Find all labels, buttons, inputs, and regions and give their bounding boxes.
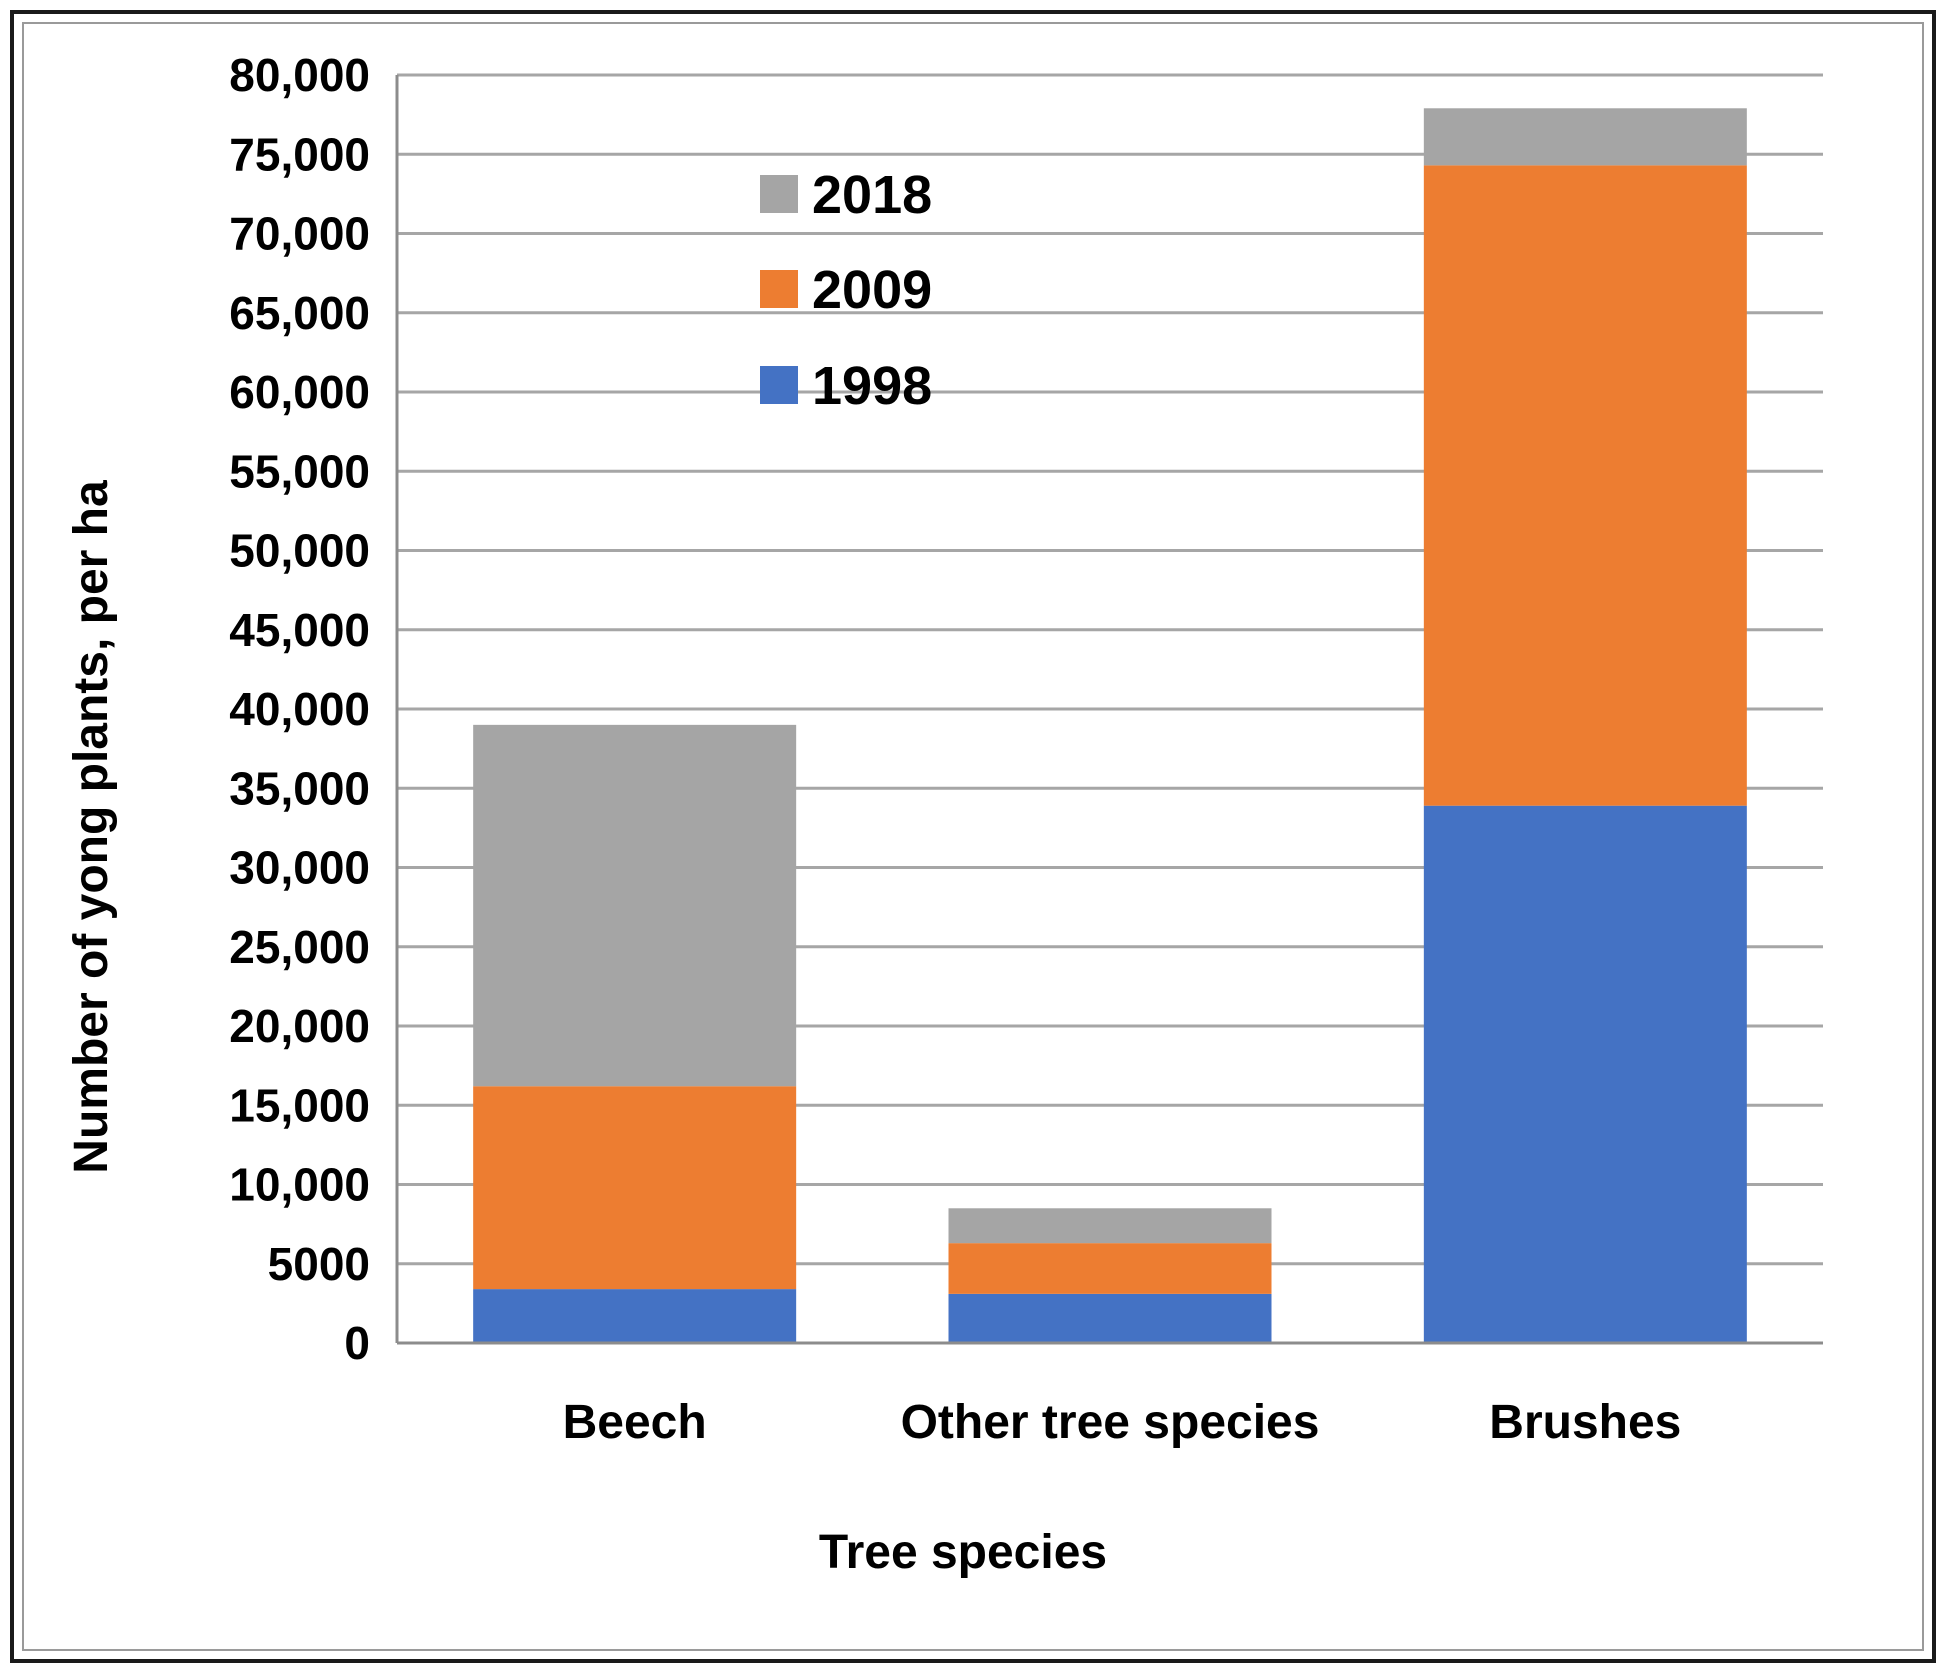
legend-label-1998: 1998	[812, 356, 932, 416]
y-tick-label: 50,000	[229, 525, 370, 577]
x-category-labels: Beech Other tree species Brushes	[563, 1396, 1682, 1449]
y-tick-label: 80,000	[229, 49, 370, 101]
y-tick-label: 75,000	[229, 128, 370, 180]
y-tick-label: 5000	[268, 1238, 370, 1290]
y-tick-label: 0	[344, 1317, 370, 1369]
bar-segment-beech-1998	[473, 1289, 797, 1343]
bar-segment-beech-2018	[473, 724, 797, 1087]
y-tick-label: 45,000	[229, 604, 370, 656]
x-category-label: Beech	[563, 1396, 707, 1449]
bar-segment-brushes-2018	[1423, 108, 1747, 166]
y-tick-label: 35,000	[229, 762, 370, 814]
legend-swatch-1998	[760, 366, 798, 404]
y-tick-label: 20,000	[229, 1000, 370, 1052]
x-category-label: Brushes	[1489, 1396, 1681, 1449]
y-tick-label: 65,000	[229, 287, 370, 339]
bar-segment-other-tree-species-2018	[948, 1208, 1272, 1244]
y-tick-label: 40,000	[229, 683, 370, 735]
y-tick-label: 15,000	[229, 1079, 370, 1131]
x-axis-title: Tree species	[819, 1526, 1107, 1579]
legend-label-2009: 2009	[812, 260, 932, 320]
bar-segment-beech-2009	[473, 1086, 797, 1290]
y-tick-label: 55,000	[229, 445, 370, 497]
y-tick-labels: 0 5000 10,000 15,000 20,000 25,000 30,000 35,00…	[229, 49, 370, 1369]
y-tick-label: 10,000	[229, 1159, 370, 1211]
y-tick-label: 70,000	[229, 208, 370, 260]
y-tick-label: 25,000	[229, 921, 370, 973]
y-axis-title: Number of yong plants, per ha	[65, 480, 118, 1174]
axes	[395, 75, 1823, 1345]
bars	[473, 108, 1747, 1343]
legend-swatch-2018	[760, 175, 798, 213]
bar-segment-other-tree-species-2009	[948, 1243, 1272, 1294]
bar-segment-brushes-2009	[1423, 165, 1747, 806]
legend-swatch-2009	[760, 270, 798, 308]
bar-segment-brushes-1998	[1423, 805, 1747, 1343]
legend-label-2018: 2018	[812, 165, 932, 225]
x-category-label: Other tree species	[901, 1396, 1320, 1449]
y-tick-label: 30,000	[229, 842, 370, 894]
y-tick-label: 60,000	[229, 366, 370, 418]
legend: 2018 2009 1998	[760, 165, 932, 416]
bar-segment-other-tree-species-1998	[948, 1293, 1272, 1343]
